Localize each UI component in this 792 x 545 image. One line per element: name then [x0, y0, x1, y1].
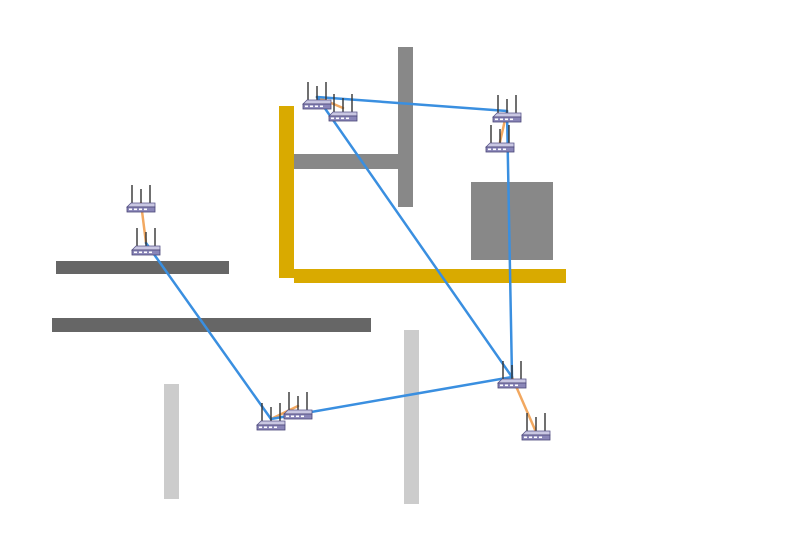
wireless-router-icon-c-top[interactable] [491, 93, 523, 125]
wireless-router-icon-a-bottom[interactable] [130, 226, 162, 258]
backbone-link-router-c-top-router-e-top [505, 109, 514, 379]
wireless-router-icon-b-right[interactable] [327, 92, 359, 124]
wall-gray-horizontal-top [293, 154, 405, 169]
wall-gold-vertical [279, 106, 294, 278]
wireless-router-icon-e-bottom[interactable] [520, 411, 552, 443]
wall-dark-upper-left [56, 261, 229, 274]
wireless-router-icon-d-right[interactable] [282, 390, 314, 422]
wall-light-vertical-left [164, 384, 179, 499]
wireless-router-icon-e-top[interactable] [496, 359, 528, 391]
wireless-router-icon-d-left[interactable] [255, 401, 287, 433]
local-link-router-d-left-router-d-right [269, 404, 300, 421]
backbone-link-router-b-left-router-c-top [315, 95, 509, 113]
backbone-link-router-d-left-router-a-bottom [144, 241, 273, 421]
wall-light-vertical-middle [404, 330, 419, 504]
wall-gold-horizontal [294, 269, 566, 283]
wireless-router-icon-a-top[interactable] [125, 183, 157, 215]
wireless-router-icon-b-left[interactable] [301, 80, 333, 112]
block-gray-square [471, 182, 553, 260]
wireless-router-icon-c-bottom[interactable] [484, 123, 516, 155]
backbone-link-router-e-top-router-b-left [315, 95, 514, 379]
wall-dark-long-left [52, 318, 371, 332]
